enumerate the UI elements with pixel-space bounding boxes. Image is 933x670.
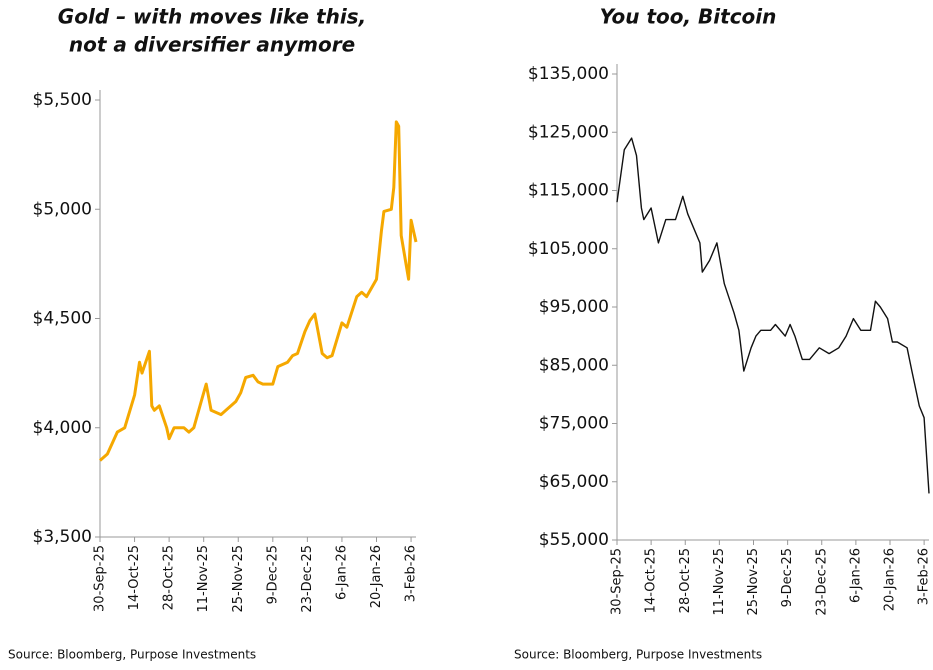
- y-tick-label: $75,000: [539, 414, 609, 434]
- x-tick-label: 30-Sep-25: [610, 548, 625, 615]
- x-tick-label: 14-Oct-25: [127, 545, 142, 610]
- y-tick-label: $125,000: [528, 122, 609, 142]
- chart-title: Gold – with moves like this,: [58, 5, 366, 29]
- y-tick-label: $105,000: [528, 239, 609, 259]
- x-tick-label: 28-Oct-25: [678, 548, 693, 613]
- x-tick-label: 20-Jan-26: [883, 548, 898, 611]
- y-tick-label: $5,000: [33, 199, 92, 219]
- chart-title: You too, Bitcoin: [600, 5, 777, 29]
- price-line: [99, 120, 418, 462]
- y-tick-label: $3,500: [33, 527, 92, 547]
- x-tick-label: 28-Oct-25: [162, 545, 177, 610]
- chart-title: not a diversifier anymore: [69, 33, 355, 57]
- y-tick-label: $4,000: [33, 418, 92, 438]
- x-tick-label: 23-Dec-25: [814, 548, 829, 616]
- x-tick-label: 3-Feb-26: [917, 548, 932, 605]
- x-tick-label: 14-Oct-25: [644, 548, 659, 613]
- x-tick-label: 25-Nov-25: [231, 545, 246, 613]
- y-tick-label: $95,000: [539, 297, 609, 317]
- y-tick-label: $55,000: [539, 530, 609, 550]
- y-tick-label: $4,500: [33, 309, 92, 329]
- y-tick-label: $65,000: [539, 472, 609, 492]
- x-tick-label: 23-Dec-25: [300, 545, 315, 613]
- source-note: Source: Bloomberg, Purpose Investments: [514, 648, 762, 662]
- x-tick-label: 11-Nov-25: [196, 545, 211, 613]
- y-tick-label: $85,000: [539, 355, 609, 375]
- x-tick-label: 11-Nov-25: [712, 548, 727, 616]
- price-line: [616, 137, 930, 494]
- y-tick-label: $115,000: [528, 181, 609, 201]
- x-tick-label: 9-Dec-25: [780, 548, 795, 607]
- y-tick-label: $5,500: [33, 90, 92, 110]
- x-tick-label: 6-Jan-26: [848, 548, 863, 603]
- x-tick-label: 30-Sep-25: [93, 545, 108, 612]
- x-tick-label: 25-Nov-25: [746, 548, 761, 616]
- x-tick-label: 6-Jan-26: [334, 545, 349, 600]
- y-tick-label: $135,000: [528, 64, 609, 84]
- x-tick-label: 20-Jan-26: [369, 545, 384, 608]
- source-note: Source: Bloomberg, Purpose Investments: [8, 648, 256, 662]
- x-tick-label: 9-Dec-25: [265, 545, 280, 604]
- x-tick-label: 3-Feb-26: [404, 545, 419, 602]
